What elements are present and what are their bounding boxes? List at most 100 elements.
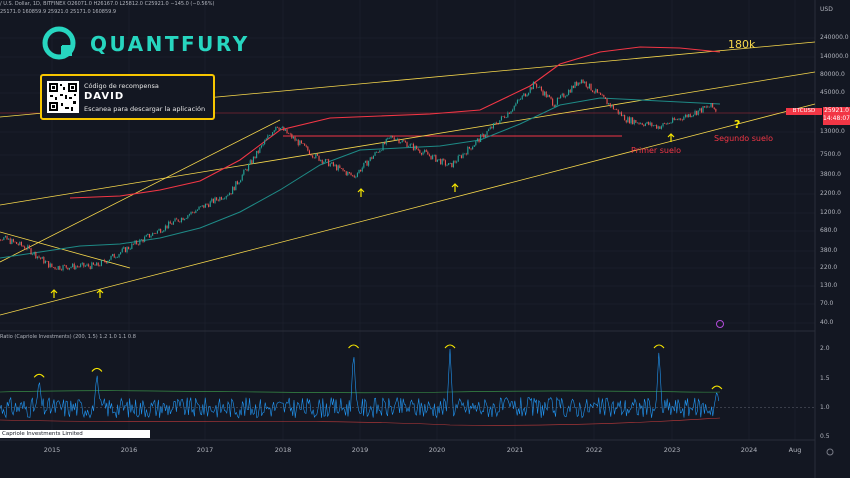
candle-body <box>198 206 200 210</box>
candle-body <box>488 129 490 132</box>
candle-body <box>547 95 549 98</box>
candle-body <box>48 261 50 268</box>
candle-body <box>673 117 675 121</box>
candle-body <box>257 150 259 153</box>
candle-body <box>571 85 573 93</box>
candle-body <box>192 211 194 213</box>
candle-body <box>187 215 189 219</box>
candle-body <box>1 239 3 241</box>
candle-body <box>224 198 226 200</box>
candle-body <box>329 163 331 167</box>
candle-body <box>124 247 126 253</box>
candle-body <box>688 114 690 118</box>
ratio-peak-marker <box>33 373 45 378</box>
last-price: 25921.0 <box>824 107 849 114</box>
candle-body <box>430 155 432 160</box>
channel-inner-line <box>0 119 281 263</box>
candle-body <box>608 103 610 105</box>
candle-body <box>355 176 357 178</box>
candle-body <box>427 151 429 155</box>
candle-body <box>102 259 104 261</box>
candle-body <box>494 122 496 124</box>
candle-body <box>584 81 586 83</box>
candle-body <box>521 95 523 100</box>
candle-body <box>312 155 314 158</box>
candle-body <box>436 159 438 162</box>
candle-body <box>166 225 168 229</box>
candle-body <box>617 109 619 114</box>
last-price-badge: 25921.0 14:48:07 <box>823 107 850 125</box>
candle-body <box>644 123 646 126</box>
candle-body <box>8 238 10 240</box>
candle-body <box>337 165 339 171</box>
candle-body <box>470 148 472 150</box>
candle-body <box>24 246 26 249</box>
candle-body <box>656 125 658 129</box>
candle-body <box>49 263 51 268</box>
candle-body <box>707 106 709 108</box>
ratio-indicator-label[interactable]: Ratio (Capriole Investments) (200, 1.5) … <box>0 334 136 340</box>
candle-body <box>713 107 715 109</box>
candle-body <box>203 205 205 208</box>
settings-gear-icon[interactable] <box>826 448 834 456</box>
candle-body <box>612 105 614 110</box>
candle-body <box>105 261 107 264</box>
candle-body <box>624 115 626 121</box>
candle-body <box>9 238 11 244</box>
candle-body <box>297 139 299 146</box>
candle-body <box>51 263 53 268</box>
candle-body <box>368 160 370 166</box>
candle-body <box>569 90 571 93</box>
candle-body <box>256 150 258 159</box>
candle-body <box>182 217 184 221</box>
candle-body <box>667 123 669 125</box>
candle-body <box>676 119 678 120</box>
bottom-arrow-marker <box>451 183 459 192</box>
candle-body <box>360 169 362 172</box>
price-tick-label: 380.0 <box>820 247 838 254</box>
candle-body <box>539 86 541 88</box>
candle-body <box>560 95 562 99</box>
ratio-tick-label: 0.5 <box>820 433 830 440</box>
candle-body <box>448 163 450 166</box>
candle-body <box>140 239 142 241</box>
candle-body <box>712 103 714 108</box>
bottom-arrow-marker <box>50 289 58 298</box>
candle-body <box>384 142 386 145</box>
candle-body <box>638 122 640 124</box>
candle-body <box>251 160 253 164</box>
candle-body <box>582 79 584 83</box>
candle-body <box>72 263 74 267</box>
candle-body <box>22 245 24 247</box>
promo-box[interactable]: Código de recompensa DAVID Escanea para … <box>40 74 215 120</box>
candle-body <box>339 165 341 169</box>
candle-body <box>516 100 518 104</box>
candle-body <box>419 150 421 153</box>
candle-body <box>683 117 685 121</box>
candle-body <box>33 251 35 255</box>
candle-body <box>246 169 248 171</box>
promo-title: Código de recompensa <box>84 82 159 90</box>
candle-body <box>531 87 533 90</box>
candle-body <box>710 103 712 107</box>
candle-body <box>585 81 587 87</box>
candle-body <box>595 89 597 93</box>
candle-body <box>659 126 661 129</box>
candle-body <box>32 254 34 255</box>
candle-body <box>451 162 453 168</box>
candle-body <box>270 135 272 136</box>
channel-middle-line <box>0 71 816 206</box>
candle-body <box>579 82 581 84</box>
qr-code-icon[interactable] <box>47 81 79 113</box>
candle-body <box>556 97 558 105</box>
candle-body <box>598 92 600 94</box>
candle-body <box>456 161 458 163</box>
candle-body <box>209 201 211 207</box>
candle-body <box>686 114 688 118</box>
candle-body <box>496 122 498 124</box>
ratio-peak-marker <box>444 344 456 349</box>
replay-icon[interactable] <box>716 320 724 328</box>
candle-body <box>537 87 539 88</box>
candle-body <box>180 217 182 223</box>
candle-body <box>158 229 160 231</box>
